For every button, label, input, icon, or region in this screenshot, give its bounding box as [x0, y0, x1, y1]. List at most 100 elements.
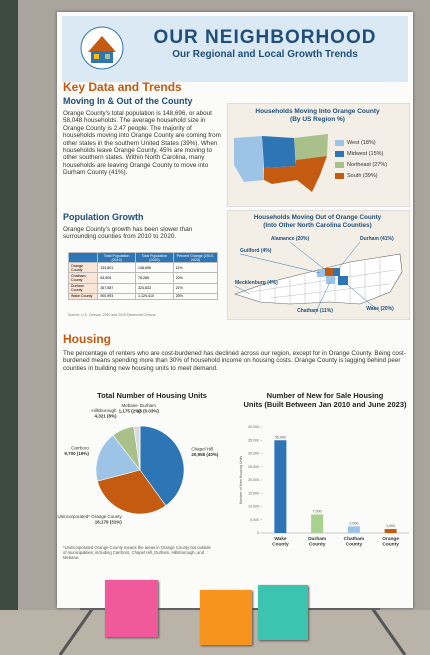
table-cell: 21% — [173, 283, 217, 293]
map-label: Wake (20%) — [366, 306, 394, 312]
leader-line — [290, 242, 328, 272]
map-label: Guilford (4%) — [240, 248, 272, 254]
legend-item: Midwest (15%) — [335, 151, 387, 157]
map-label: Mecklenburg (4%) — [235, 280, 278, 286]
table-cell: 1,129,410 — [136, 293, 174, 299]
source: Source: U.S. Census, 2010 and 2020 Decen… — [68, 313, 155, 317]
table-cell: 148,696 — [136, 263, 174, 273]
slice-value-label: 16,179 (31%) — [95, 519, 123, 524]
legend-item: West (18%) — [335, 140, 387, 146]
panel-subtitle: (Into Other North Carolina Counties) — [227, 222, 408, 229]
slice-label: Chapel Hill — [191, 446, 213, 451]
table: Total Population (2010)Total Population … — [68, 252, 218, 300]
table-header-row: Total Population (2010)Total Population … — [69, 253, 218, 263]
panel-title: Households Moving Into Orange County — [227, 108, 408, 115]
legend-label: Northeast (27%) — [347, 162, 387, 168]
table-cell: 76,285 — [136, 273, 174, 283]
chart-title: Total Number of Housing Units — [97, 391, 207, 400]
y-tick-label: 20,000 — [248, 478, 259, 482]
value-label: 1,500 — [386, 524, 395, 528]
legend-item: Northeast (27%) — [335, 162, 387, 168]
sticky-note — [105, 580, 158, 637]
subheading: Population Growth — [63, 212, 144, 222]
subtitle: Our Regional and Local Growth Trends — [130, 49, 400, 60]
sticky-note — [258, 585, 308, 640]
value-label: 7,000 — [313, 509, 322, 513]
us-map — [232, 130, 332, 195]
bar — [311, 514, 323, 533]
bar — [385, 529, 397, 533]
value-label: 2,500 — [349, 521, 358, 525]
slice-value-label: 18 (0.03%) — [137, 409, 160, 414]
panel-subtitle: (By US Region %) — [227, 116, 408, 123]
slice-label: Hillsborough — [91, 408, 117, 413]
slice-label: Unincorporated* Orange County — [57, 514, 122, 519]
y-axis-label: Number of New Housing Units — [239, 456, 243, 505]
leader-line — [240, 254, 320, 273]
legend-swatch — [335, 173, 344, 179]
legend-swatch — [335, 162, 344, 168]
legend-swatch — [335, 151, 344, 157]
paragraph: Orange County's growth has been slower t… — [63, 226, 223, 241]
table-corner — [69, 253, 98, 263]
legend-swatch — [335, 140, 344, 146]
section-heading: Housing — [63, 332, 111, 346]
legend-label: Midwest (15%) — [347, 151, 383, 157]
legend: West (18%) Midwest (15%) Northeast (27%) So… — [335, 140, 387, 184]
table-cell: 20% — [173, 273, 217, 283]
paragraph: Orange County's total population is 148,… — [63, 110, 223, 177]
table-cell: Orange County — [69, 263, 98, 273]
paragraph: The percentage of renters who are cost-b… — [63, 350, 406, 372]
bar — [274, 440, 286, 533]
table-cell: Durham County — [69, 283, 98, 293]
logo — [80, 24, 124, 72]
sticky-note — [200, 590, 252, 645]
y-tick-label: 10,000 — [248, 505, 259, 509]
y-tick-label: 40,000 — [248, 425, 259, 429]
slice-label: Carrboro — [71, 446, 89, 451]
map-label: Durham (41%) — [360, 236, 394, 242]
legend-label: West (18%) — [347, 140, 376, 146]
value-label: 35,000 — [275, 435, 286, 439]
table-cell: 63,505 — [98, 273, 136, 283]
table-cell: 324,833 — [136, 283, 174, 293]
page: OUR NEIGHBORHOOD Our Regional and Local … — [0, 0, 430, 655]
y-tick-label: 15,000 — [248, 491, 259, 495]
title: OUR NEIGHBORHOOD — [130, 27, 400, 49]
table-cell: Chatham County — [69, 273, 98, 283]
table-cell: 267,587 — [98, 283, 136, 293]
map-label: Chatham (11%) — [297, 308, 333, 314]
table-cell: 900,993 — [98, 293, 136, 299]
footnote: *Unincorporated Orange County means the … — [63, 545, 213, 560]
x-tick-label: DurhamCounty — [308, 536, 326, 548]
y-tick-label: 30,000 — [248, 452, 259, 456]
legend-label: South (39%) — [347, 173, 378, 179]
table-header: Total Population (2010) — [98, 253, 136, 263]
table-header: Total Population (2020) — [136, 253, 174, 263]
table-cell: Wake County — [69, 293, 98, 299]
slice-value-label: 4,321 (8%) — [94, 413, 117, 418]
bar — [348, 526, 360, 533]
subheading: Moving In & Out of the County — [63, 96, 192, 106]
y-tick-label: 35,000 — [248, 438, 259, 442]
slice-value-label: 20,958 (40%) — [191, 452, 219, 457]
table-cell: 11% — [173, 263, 217, 273]
background-edge — [0, 0, 18, 655]
legend-item: South (39%) — [335, 173, 387, 179]
slice-value-label: 9,700 (19%) — [64, 451, 89, 456]
map-label: Alamance (20%) — [271, 236, 310, 242]
table-box: Total Population (2010)Total Population … — [68, 252, 218, 300]
table-header: Percent Change (2010-2020) — [173, 253, 217, 263]
slice-label: Durham — [140, 403, 156, 408]
panel-title: Households Moving Out of Orange County — [227, 214, 408, 221]
y-tick-label: 5,000 — [250, 518, 259, 522]
table-cell: 133,801 — [98, 263, 136, 273]
y-tick-label: 25,000 — [248, 465, 259, 469]
